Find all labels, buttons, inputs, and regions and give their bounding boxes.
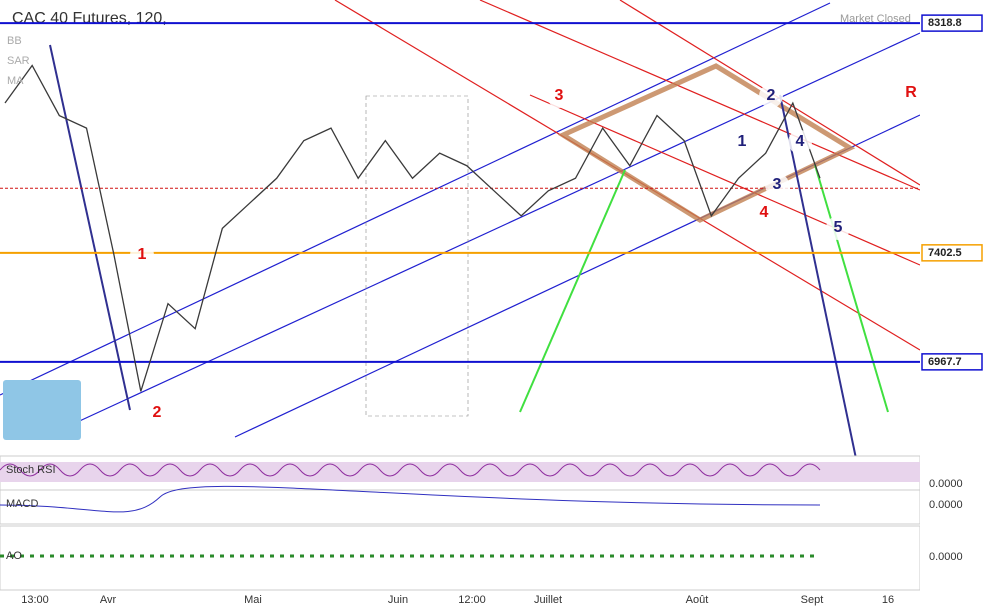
macd-panel — [0, 489, 921, 525]
indicator-label: MA — [7, 75, 24, 87]
level-label: 6967.7 — [928, 356, 962, 368]
x-tick-label: Août — [686, 594, 709, 606]
axis-bg — [920, 0, 983, 609]
ao-panel — [0, 525, 921, 591]
wave-label: R — [905, 84, 917, 101]
level-tag — [921, 244, 983, 262]
wave-bg — [899, 81, 923, 105]
wave-bg — [547, 84, 571, 108]
level-tag — [921, 14, 983, 32]
indicator-label: SAR — [7, 55, 30, 67]
wave-label: 2 — [767, 87, 776, 104]
x-axis: 13:00 Avr Mai Juin 12:00 Juillet Août Sept 16 — [21, 594, 894, 606]
wave-label: 3 — [555, 87, 564, 104]
macd-line — [0, 485, 821, 513]
x-tick-label: 12:00 — [458, 594, 486, 606]
chart-title: CAC 40 Futures, 120, — [12, 10, 167, 27]
stoch-band — [0, 462, 920, 482]
x-tick-label: Sept — [801, 594, 824, 606]
stoch-line — [0, 463, 821, 477]
status: Market Closed — [840, 13, 911, 25]
x-tick-label: Juin — [388, 594, 408, 606]
x-tick-label: Juillet — [534, 594, 562, 606]
wave-bg — [759, 84, 783, 108]
panel-label: AO — [6, 550, 22, 562]
x-tick-label: Mai — [244, 594, 262, 606]
wave-bg — [765, 173, 789, 197]
x-tick-label: 13:00 — [21, 594, 49, 606]
wave-label: 1 — [738, 133, 747, 150]
level-label: 8318.8 — [928, 17, 962, 29]
indicator-label: BB — [7, 35, 22, 47]
level-tag — [921, 353, 983, 371]
panel-label: MACD — [6, 498, 38, 510]
x-tick-label: 16 — [882, 594, 894, 606]
wave-label: 2 — [153, 404, 162, 421]
panel-zero: 0.0000 — [929, 478, 963, 490]
panel-zero: 0.0000 — [929, 551, 963, 563]
x-tick-label: Avr — [100, 594, 117, 606]
wave-label: 4 — [796, 133, 805, 150]
wave-bg — [130, 243, 154, 267]
panel-zero: 0.0000 — [929, 499, 963, 511]
wave-label: 1 — [138, 246, 147, 263]
wave-bg — [752, 201, 776, 225]
wave-bg — [788, 130, 812, 154]
logo — [3, 380, 81, 440]
wave-bg — [826, 216, 850, 240]
wave-label: 4 — [760, 204, 769, 221]
wave-bg — [730, 130, 754, 154]
panel-label: Stoch RSI — [6, 464, 56, 476]
plot-area — [0, 0, 920, 437]
wave-label: 3 — [773, 176, 782, 193]
wave-label: 5 — [834, 219, 843, 236]
wave-bg — [145, 401, 169, 425]
price-line — [4, 64, 821, 392]
level-label: 7402.5 — [928, 247, 962, 259]
